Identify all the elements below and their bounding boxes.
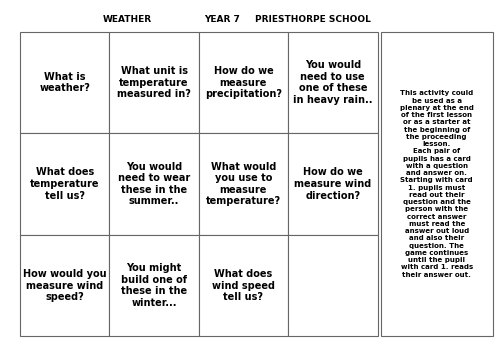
Bar xyxy=(110,32,199,133)
Text: How do we
measure wind
direction?: How do we measure wind direction? xyxy=(294,167,372,201)
Text: What unit is
temperature
measured in?: What unit is temperature measured in? xyxy=(117,66,191,99)
Text: What is
weather?: What is weather? xyxy=(39,72,90,93)
Bar xyxy=(288,32,378,133)
Bar xyxy=(288,235,378,336)
Bar xyxy=(198,235,288,336)
Bar xyxy=(20,133,110,235)
Bar xyxy=(198,133,288,235)
Text: What does
wind speed
tell us?: What does wind speed tell us? xyxy=(212,269,275,302)
Text: How do we
measure
precipitation?: How do we measure precipitation? xyxy=(205,66,282,99)
Text: How would you
measure wind
speed?: How would you measure wind speed? xyxy=(23,269,106,302)
Bar xyxy=(20,32,110,133)
Text: You would
need to wear
these in the
summer..: You would need to wear these in the summ… xyxy=(118,162,190,206)
Bar xyxy=(110,235,199,336)
Text: PRIESTHORPE SCHOOL: PRIESTHORPE SCHOOL xyxy=(254,15,370,24)
Text: You might
build one of
these in the
winter...: You might build one of these in the wint… xyxy=(121,263,187,308)
Bar xyxy=(288,133,378,235)
Bar xyxy=(381,32,492,336)
Bar xyxy=(198,32,288,133)
Bar xyxy=(110,133,199,235)
Text: This activity could
be used as a
plenary at the end
of the first lesson
or as a : This activity could be used as a plenary… xyxy=(400,91,473,278)
Text: What does
temperature
tell us?: What does temperature tell us? xyxy=(30,167,100,201)
Bar xyxy=(20,235,110,336)
Text: What would
you use to
measure
temperature?: What would you use to measure temperatur… xyxy=(206,162,281,206)
Text: You would
need to use
one of these
in heavy rain..: You would need to use one of these in he… xyxy=(293,60,372,105)
Text: WEATHER: WEATHER xyxy=(103,15,152,24)
Text: YEAR 7: YEAR 7 xyxy=(204,15,240,24)
